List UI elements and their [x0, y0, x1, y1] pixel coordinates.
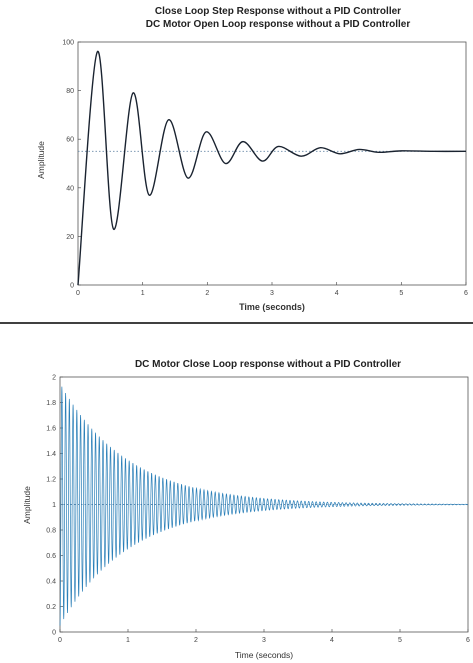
- chart-2-x-tick-label: 4: [330, 637, 334, 644]
- chart-2-y-tick-label: 0.8: [46, 528, 56, 535]
- chart-2-y-tick-label: 0: [52, 630, 56, 637]
- chart-1-series-line: [77, 50, 467, 286]
- chart-2-y-tick-label: 1.2: [46, 477, 56, 484]
- chart-2-title: DC Motor Close Loop response without a P…: [135, 359, 401, 370]
- chart-1-title: Close Loop Step Response without a PID C…: [155, 6, 401, 17]
- chart-1: Close Loop Step Response without a PID C…: [36, 6, 468, 312]
- chart-2-y-tick-label: 2: [52, 375, 56, 382]
- chart-1-x-tick-label: 5: [399, 290, 403, 297]
- chart-1-y-tick-label: 60: [66, 137, 74, 144]
- chart-2-y-tick-label: 0.6: [46, 553, 56, 560]
- chart-1-ylabel: Amplitude: [36, 141, 46, 179]
- chart-1-y-tick-label: 20: [66, 234, 74, 241]
- chart-2-y-tick-label: 1.8: [46, 400, 56, 407]
- chart-2: DC Motor Close Loop response without a P…: [22, 359, 470, 660]
- chart-2-x-tick-label: 2: [194, 637, 198, 644]
- chart-2-y-tick-label: 0.2: [46, 604, 56, 611]
- chart-1-plot-area: [77, 41, 467, 286]
- chart-1-y-tick-label: 100: [62, 40, 74, 47]
- chart-2-xlabel: Time (seconds): [235, 650, 293, 660]
- chart-2-series-line: [59, 386, 469, 626]
- chart-1-x-tick-label: 6: [464, 290, 468, 297]
- chart-1-x-tick-label: 2: [205, 290, 209, 297]
- chart-1-x-tick-label: 1: [141, 290, 145, 297]
- chart-2-y-tick-label: 1: [52, 502, 56, 509]
- chart-2-x-tick-label: 5: [398, 637, 402, 644]
- chart-2-ticks: 0 1 2 3 4 5 6 0 0.2 0.4 0.6 0.8 1 1.2 1.4 1.6 1.8 2: [46, 375, 470, 645]
- chart-2-y-tick-label: 0.4: [46, 579, 56, 586]
- chart-1-y-tick-label: 0: [70, 283, 74, 290]
- chart-1-subtitle: DC Motor Open Loop response without a PI…: [146, 19, 411, 30]
- chart-2-y-tick-label: 1.4: [46, 451, 56, 458]
- chart-1-x-tick-label: 0: [76, 290, 80, 297]
- chart-1-x-tick-label: 3: [270, 290, 274, 297]
- chart-2-x-tick-label: 0: [58, 637, 62, 644]
- chart-2-ylabel: Amplitude: [22, 486, 32, 524]
- chart-1-xlabel: Time (seconds): [239, 302, 305, 312]
- chart-2-y-tick-label: 1.6: [46, 426, 56, 433]
- chart-1-x-tick-label: 4: [335, 290, 339, 297]
- chart-2-x-tick-label: 1: [126, 637, 130, 644]
- chart-1-y-tick-label: 80: [66, 88, 74, 95]
- chart-1-y-tick-label: 40: [66, 185, 74, 192]
- chart-2-x-tick-label: 6: [466, 637, 470, 644]
- chart-2-x-tick-label: 3: [262, 637, 266, 644]
